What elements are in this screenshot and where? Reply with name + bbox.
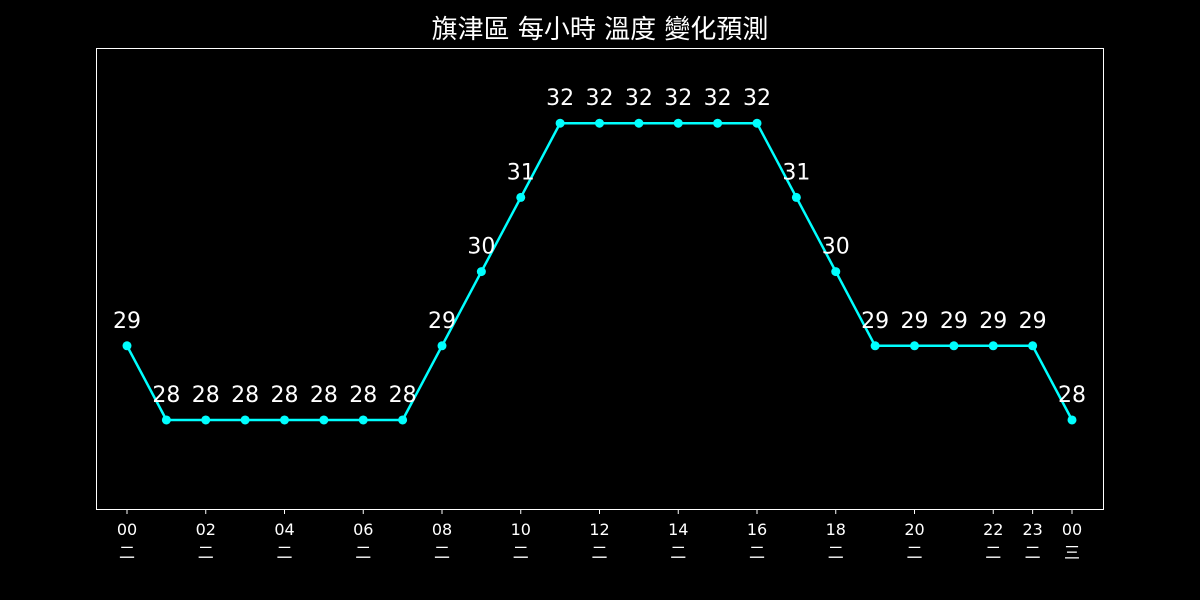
x-tick-hour: 00 (117, 520, 137, 539)
x-tick-day: 三 (1064, 543, 1080, 562)
data-point (1028, 341, 1038, 351)
x-tick-hour: 10 (511, 520, 531, 539)
data-point (161, 415, 171, 425)
x-tick-hour: 14 (668, 520, 688, 539)
x-tick-day: 二 (355, 543, 371, 562)
x-tick-hour: 02 (196, 520, 216, 539)
data-label: 32 (625, 86, 653, 111)
data-label: 32 (664, 86, 692, 111)
x-tick-hour: 23 (1022, 520, 1042, 539)
data-point (437, 341, 447, 351)
data-label: 28 (1058, 383, 1086, 408)
x-tick-hour: 20 (904, 520, 924, 539)
x-tick-day: 二 (1025, 543, 1041, 562)
data-point (319, 415, 329, 425)
x-tick-hour: 06 (353, 520, 373, 539)
data-point (752, 118, 762, 128)
data-label: 28 (271, 383, 299, 408)
data-label: 32 (586, 86, 614, 111)
data-point (555, 118, 565, 128)
x-tick-hour: 18 (826, 520, 846, 539)
x-tick-day: 二 (119, 543, 135, 562)
x-tick-day: 二 (985, 543, 1001, 562)
data-label: 29 (940, 309, 968, 334)
x-axis: 00 二 02 二 04 二 06 二 08 二 10 二 12 二 14 二 16 二 18 二 20 二 22 二 23 二 0… (117, 509, 1082, 562)
data-label: 28 (389, 383, 417, 408)
x-tick-day: 二 (749, 543, 765, 562)
data-label: 29 (113, 309, 141, 334)
data-label: 32 (546, 86, 574, 111)
x-tick-hour: 16 (747, 520, 767, 539)
data-label: 28 (192, 383, 220, 408)
data-point (1067, 415, 1077, 425)
data-point (673, 118, 683, 128)
data-label: 32 (743, 86, 771, 111)
data-label: 29 (979, 309, 1007, 334)
data-point (358, 415, 368, 425)
data-label: 29 (428, 309, 456, 334)
data-label: 28 (310, 383, 338, 408)
x-tick-hour: 12 (589, 520, 609, 539)
data-point (595, 118, 604, 128)
data-point (201, 415, 211, 425)
data-point (831, 267, 841, 277)
x-tick-day: 二 (198, 543, 214, 562)
x-tick-day: 二 (828, 543, 844, 562)
data-label: 28 (349, 383, 377, 408)
x-tick-day: 二 (906, 543, 922, 562)
temperature-line (125, 121, 1074, 422)
data-point (122, 341, 132, 351)
data-label: 31 (507, 160, 535, 185)
data-label: 28 (231, 383, 259, 408)
data-point (398, 415, 408, 425)
data-point (280, 415, 289, 425)
data-label: 29 (901, 309, 929, 334)
x-tick-day: 二 (591, 543, 607, 562)
data-point (476, 267, 486, 277)
data-point (949, 341, 959, 351)
data-label: 28 (152, 383, 180, 408)
x-tick-hour: 04 (274, 520, 294, 539)
data-point (910, 341, 919, 351)
x-tick-hour: 00 (1062, 520, 1082, 539)
data-label: 32 (704, 86, 732, 111)
data-label: 30 (822, 235, 850, 260)
plot-frame (96, 48, 1104, 510)
data-point (240, 415, 250, 425)
x-tick-day: 二 (434, 543, 450, 562)
x-tick-day: 二 (513, 543, 529, 562)
data-point (516, 192, 526, 202)
data-point (634, 118, 644, 128)
data-point (988, 341, 998, 351)
x-tick-hour: 22 (983, 520, 1003, 539)
x-tick-day: 二 (670, 543, 686, 562)
data-point (791, 192, 801, 202)
data-point (713, 118, 723, 128)
data-label: 30 (467, 235, 495, 260)
data-label: 29 (1019, 309, 1047, 334)
data-label: 29 (861, 309, 889, 334)
x-tick-day: 二 (276, 543, 292, 562)
x-tick-hour: 08 (432, 520, 452, 539)
data-label: 31 (782, 160, 810, 185)
chart-title: 旗津區 每小時 溫度 變化預測 (432, 15, 769, 45)
data-point (870, 341, 880, 351)
temperature-series: 29 28 28 28 28 28 28 28 29 30 31 32 32 32 32 32 32 31 30 29… (113, 86, 1086, 425)
